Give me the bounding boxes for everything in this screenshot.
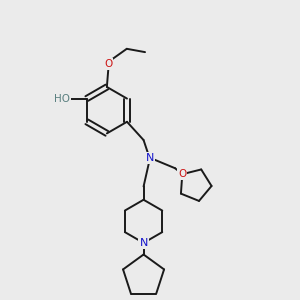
Text: HO: HO: [54, 94, 70, 103]
Text: N: N: [146, 153, 154, 163]
Text: O: O: [178, 169, 186, 179]
Text: O: O: [104, 59, 113, 69]
Text: N: N: [140, 238, 148, 248]
